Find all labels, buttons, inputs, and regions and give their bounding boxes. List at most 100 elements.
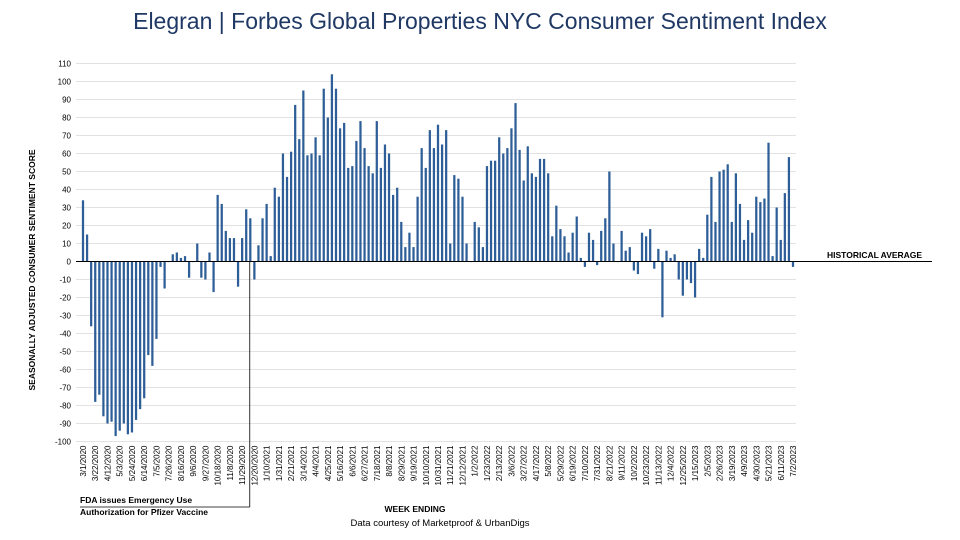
bar <box>379 167 382 262</box>
bar <box>310 153 313 262</box>
bar <box>228 238 232 262</box>
bar-layer <box>81 74 795 437</box>
x-tick-label: 8/21/2022 <box>605 445 614 481</box>
bar <box>783 193 786 262</box>
bar <box>640 232 644 262</box>
bar <box>465 243 468 262</box>
bar <box>530 173 533 262</box>
x-tick-label: 10/2/2022 <box>630 445 639 481</box>
x-tick-label: 6/6/2021 <box>348 445 357 477</box>
bar <box>596 261 599 266</box>
x-tick-label: 7/10/2022 <box>581 445 590 481</box>
y-tick-label: 10 <box>62 240 71 249</box>
fda-annotation-line1: FDA issues Emergency Use <box>80 495 192 505</box>
bar <box>591 239 595 262</box>
bar <box>273 187 276 262</box>
x-tick-label: 8/8/2021 <box>385 445 394 477</box>
x-tick-label: 4/17/2022 <box>532 445 541 481</box>
chart-title-rest: NYC Consumer Sentiment Index <box>486 8 827 34</box>
bar <box>583 261 587 267</box>
x-tick-label: 7/5/2020 <box>152 445 161 477</box>
bar <box>661 261 664 318</box>
bar <box>179 257 183 262</box>
bar <box>649 229 652 262</box>
x-tick-label: 3/6/2022 <box>507 445 516 477</box>
x-tick-label: 2/13/2022 <box>495 445 504 481</box>
x-tick-label: 1/15/2023 <box>691 445 700 481</box>
bar <box>481 247 485 262</box>
x-tick-label: 4/4/2021 <box>312 445 321 477</box>
bar <box>734 173 737 262</box>
y-tick-label: -90 <box>59 420 71 429</box>
fda-annotation-line2: Authorization for Pfizer Vaccine <box>80 507 208 517</box>
x-tick-label: 1/23/2022 <box>483 445 492 481</box>
bar <box>518 149 521 262</box>
bar <box>187 261 191 278</box>
bar <box>632 261 635 271</box>
x-tick-label: 2/5/2023 <box>703 445 712 477</box>
bar <box>183 256 187 262</box>
x-tick-label: 7/31/2022 <box>593 445 602 481</box>
y-tick-label: 80 <box>62 114 71 123</box>
x-tick-label: 3/27/2022 <box>520 445 529 481</box>
bar <box>575 216 578 262</box>
bar <box>604 218 607 262</box>
bar <box>522 180 525 262</box>
bar <box>114 261 117 437</box>
y-tick-label: 20 <box>62 222 71 231</box>
bar <box>98 261 101 395</box>
bar <box>755 196 758 262</box>
bar <box>722 169 725 262</box>
y-tick-label: 100 <box>58 78 72 87</box>
bar <box>542 158 546 262</box>
x-tick-label: 1/31/2021 <box>275 445 284 481</box>
bar <box>285 176 289 262</box>
bar <box>302 90 305 262</box>
x-tick-label: 2/26/2023 <box>716 445 725 481</box>
bar <box>771 256 774 262</box>
bar <box>330 74 334 262</box>
bar <box>571 232 574 262</box>
bar <box>224 230 227 262</box>
bar <box>139 261 142 410</box>
x-tick-label: 9/6/2020 <box>189 445 198 477</box>
bar <box>612 243 615 262</box>
chart-title-brand: Elegran | Forbes Global Properties <box>133 8 487 34</box>
bar <box>746 220 750 262</box>
bar <box>196 243 199 262</box>
bar <box>440 144 444 262</box>
bar <box>420 148 423 262</box>
x-tick-label: 9/19/2021 <box>410 445 419 481</box>
y-tick-label: 110 <box>58 60 71 69</box>
bar <box>245 209 248 262</box>
y-tick-label: 40 <box>62 186 71 195</box>
bar <box>506 148 509 262</box>
bar <box>689 261 693 284</box>
bar <box>159 261 162 267</box>
bar <box>412 247 415 262</box>
x-tick-label: 3/1/2020 <box>79 445 88 477</box>
y-tick-label: 50 <box>62 168 71 177</box>
bar <box>767 142 770 262</box>
data-credit: Data courtesy of Marketproof & UrbanDigs <box>351 518 530 529</box>
bar <box>681 261 684 296</box>
bar <box>387 153 391 262</box>
x-tick-label: 4/9/2023 <box>740 445 749 477</box>
bar <box>706 214 709 262</box>
bar <box>473 221 476 262</box>
bar <box>714 221 717 262</box>
bar <box>657 248 660 262</box>
bar <box>253 261 256 280</box>
x-tick-label: 4/12/2020 <box>103 445 112 481</box>
bar <box>730 221 733 262</box>
x-tick-label: 6/11/2023 <box>777 445 786 481</box>
bar <box>644 236 648 262</box>
x-tick-label: 7/26/2020 <box>165 445 174 481</box>
bar <box>416 196 419 262</box>
bar <box>396 187 399 262</box>
bar <box>502 153 505 262</box>
bar <box>367 166 370 262</box>
bar <box>555 205 558 262</box>
x-tick-label: 6/14/2020 <box>140 445 149 481</box>
bar <box>526 146 529 262</box>
